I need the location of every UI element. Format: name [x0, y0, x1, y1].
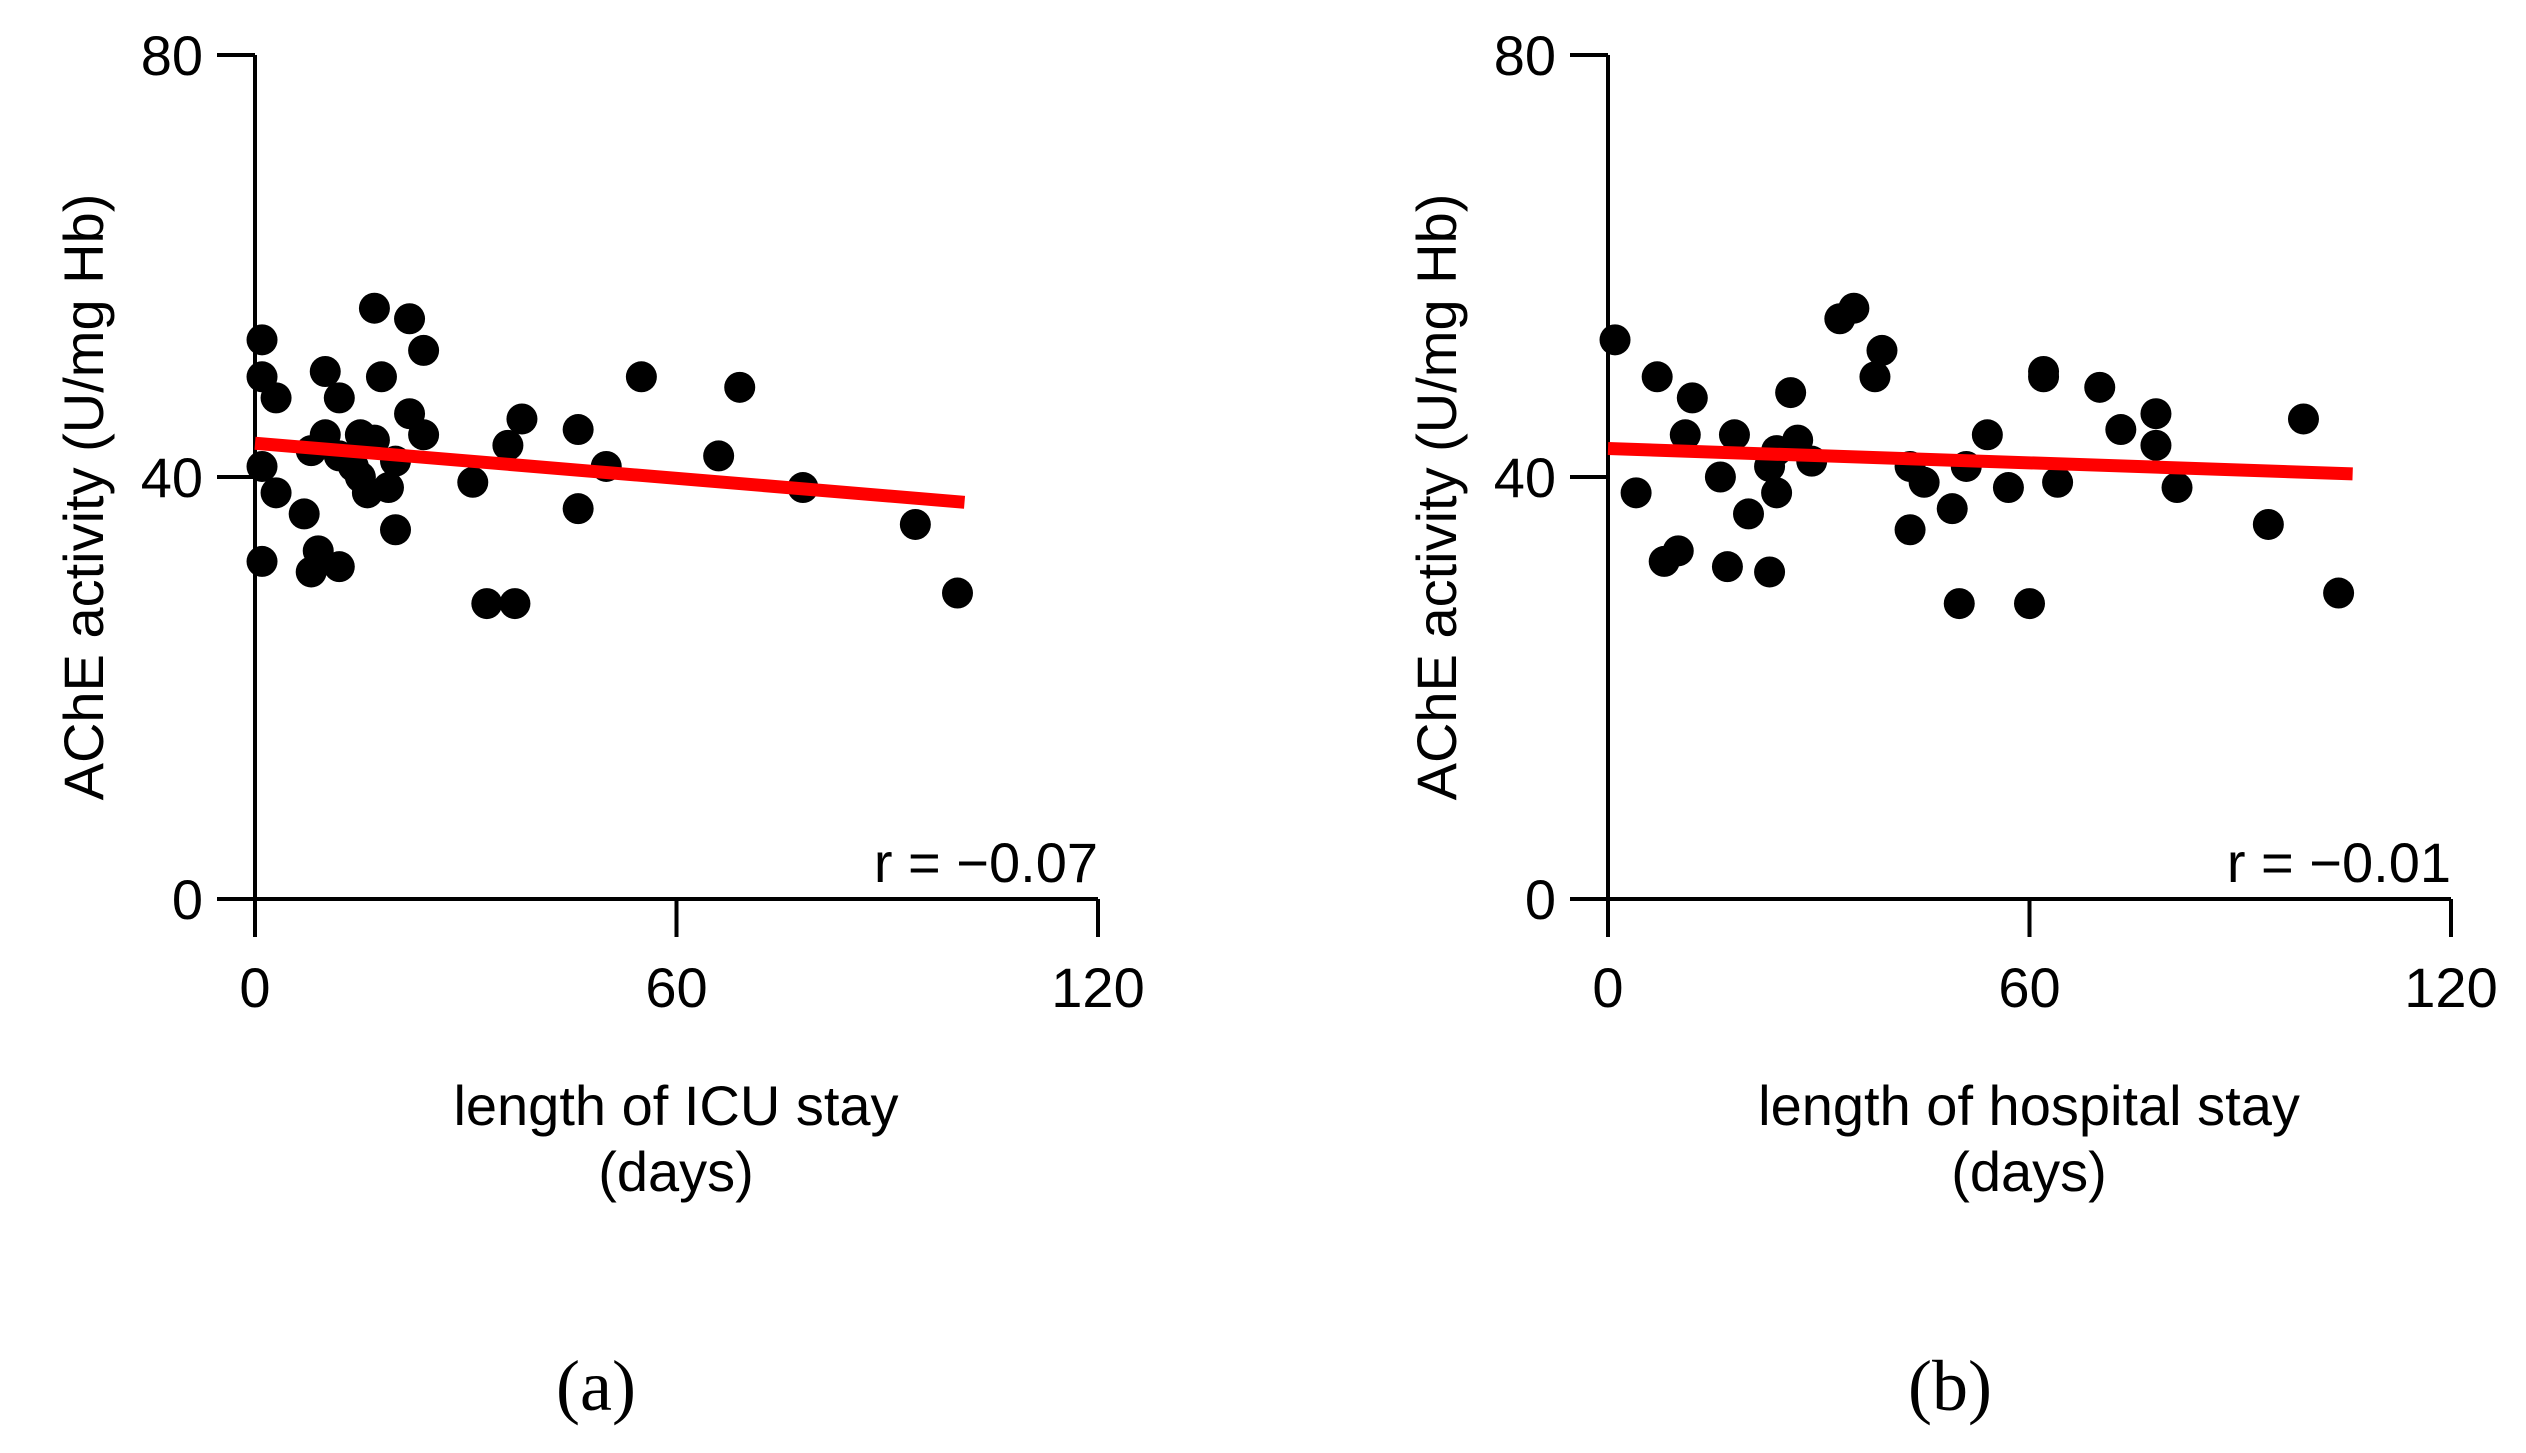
data-point — [1894, 514, 1926, 546]
data-point — [323, 382, 355, 414]
data-point — [1669, 419, 1701, 451]
y-axis-label: AChE activity (U/mg Hb) — [52, 194, 115, 801]
data-point — [1733, 498, 1764, 530]
x-tick-label: 0 — [1592, 956, 1623, 1019]
data-point — [1761, 477, 1793, 509]
data-point — [2140, 398, 2172, 430]
data-point — [1641, 361, 1673, 393]
y-tick-label: 80 — [1494, 24, 1556, 87]
data-point — [394, 303, 426, 335]
data-point — [1775, 377, 1807, 409]
regression-line — [1607, 442, 2353, 481]
data-point — [499, 588, 531, 620]
panel-label: (b) — [1908, 1346, 1992, 1426]
y-tick-label: 80 — [141, 24, 203, 87]
chart-panel-a: 0 40 80 0 60 120 AChE activity (U/mg Hb) length… — [52, 24, 1145, 1426]
data-point — [2042, 466, 2074, 498]
regression-line — [254, 436, 966, 509]
data-point — [260, 382, 292, 414]
data-point — [2287, 403, 2319, 435]
data-point — [365, 361, 397, 393]
data-point — [246, 545, 278, 577]
data-point — [302, 535, 334, 567]
y-tick-label: 40 — [141, 446, 203, 509]
x-tick-label: 60 — [1998, 956, 2060, 1019]
data-point — [1936, 493, 1968, 525]
data-point — [1599, 324, 1631, 356]
data-point — [492, 429, 524, 461]
correlation-annotation: r = −0.01 — [2227, 831, 2451, 894]
x-tick-label: 120 — [1051, 956, 1144, 1019]
data-point — [372, 472, 404, 504]
data-point — [942, 577, 973, 609]
data-point — [1662, 535, 1694, 567]
data-point — [1908, 466, 1940, 498]
y-axis-label: AChE activity (U/mg Hb) — [1405, 194, 1468, 801]
data-point — [2323, 577, 2355, 609]
data-point — [380, 514, 411, 546]
data-point — [471, 588, 503, 620]
x-axis-label-line: length of hospital stay — [1758, 1074, 2300, 1137]
data-point — [2084, 371, 2116, 403]
data-point — [457, 466, 489, 498]
data-point — [323, 551, 355, 583]
data-point — [724, 371, 756, 403]
data-point — [625, 361, 657, 393]
data-point — [899, 508, 931, 540]
panel-label: (a) — [556, 1346, 636, 1426]
data-point — [1711, 551, 1743, 583]
data-point — [1838, 292, 1870, 324]
data-point — [2105, 414, 2137, 446]
data-point — [703, 440, 735, 472]
data-point — [1866, 334, 1898, 366]
chart-panel-b: 0 40 80 0 60 120 AChE activity (U/mg Hb) length… — [1405, 24, 2498, 1426]
data-point — [2028, 361, 2060, 393]
data-point — [1704, 461, 1736, 493]
data-point — [1971, 419, 2003, 451]
data-point — [246, 324, 278, 356]
data-point — [1943, 588, 1975, 620]
data-point — [246, 450, 278, 482]
x-axis-label-line: length of ICU stay — [453, 1074, 898, 1137]
x-tick-label: 60 — [645, 956, 707, 1019]
y-tick-label: 40 — [1494, 446, 1556, 509]
data-point — [2161, 472, 2193, 504]
x-axis-label-line: (days) — [1951, 1140, 2107, 1203]
data-point — [562, 493, 594, 525]
data-point — [1676, 382, 1708, 414]
data-point — [408, 419, 440, 451]
data-point — [309, 356, 341, 387]
x-tick-label: 0 — [239, 956, 270, 1019]
data-point — [506, 403, 538, 435]
data-point — [408, 334, 440, 366]
data-point — [562, 414, 594, 446]
data-point — [288, 498, 320, 530]
data-point — [2014, 588, 2045, 620]
data-point — [1859, 361, 1891, 393]
x-tick-label: 120 — [2404, 956, 2497, 1019]
x-axis-label-line: (days) — [598, 1140, 754, 1203]
data-point — [1992, 472, 2024, 504]
data-point — [1754, 556, 1786, 588]
data-point — [1718, 419, 1750, 451]
correlation-annotation: r = −0.07 — [874, 831, 1098, 894]
data-point — [260, 477, 292, 509]
y-tick-label: 0 — [172, 868, 203, 931]
data-point — [2252, 508, 2284, 540]
data-point — [1620, 477, 1652, 509]
y-tick-label: 0 — [1525, 868, 1556, 931]
data-point — [2140, 429, 2172, 461]
data-point — [358, 292, 390, 324]
